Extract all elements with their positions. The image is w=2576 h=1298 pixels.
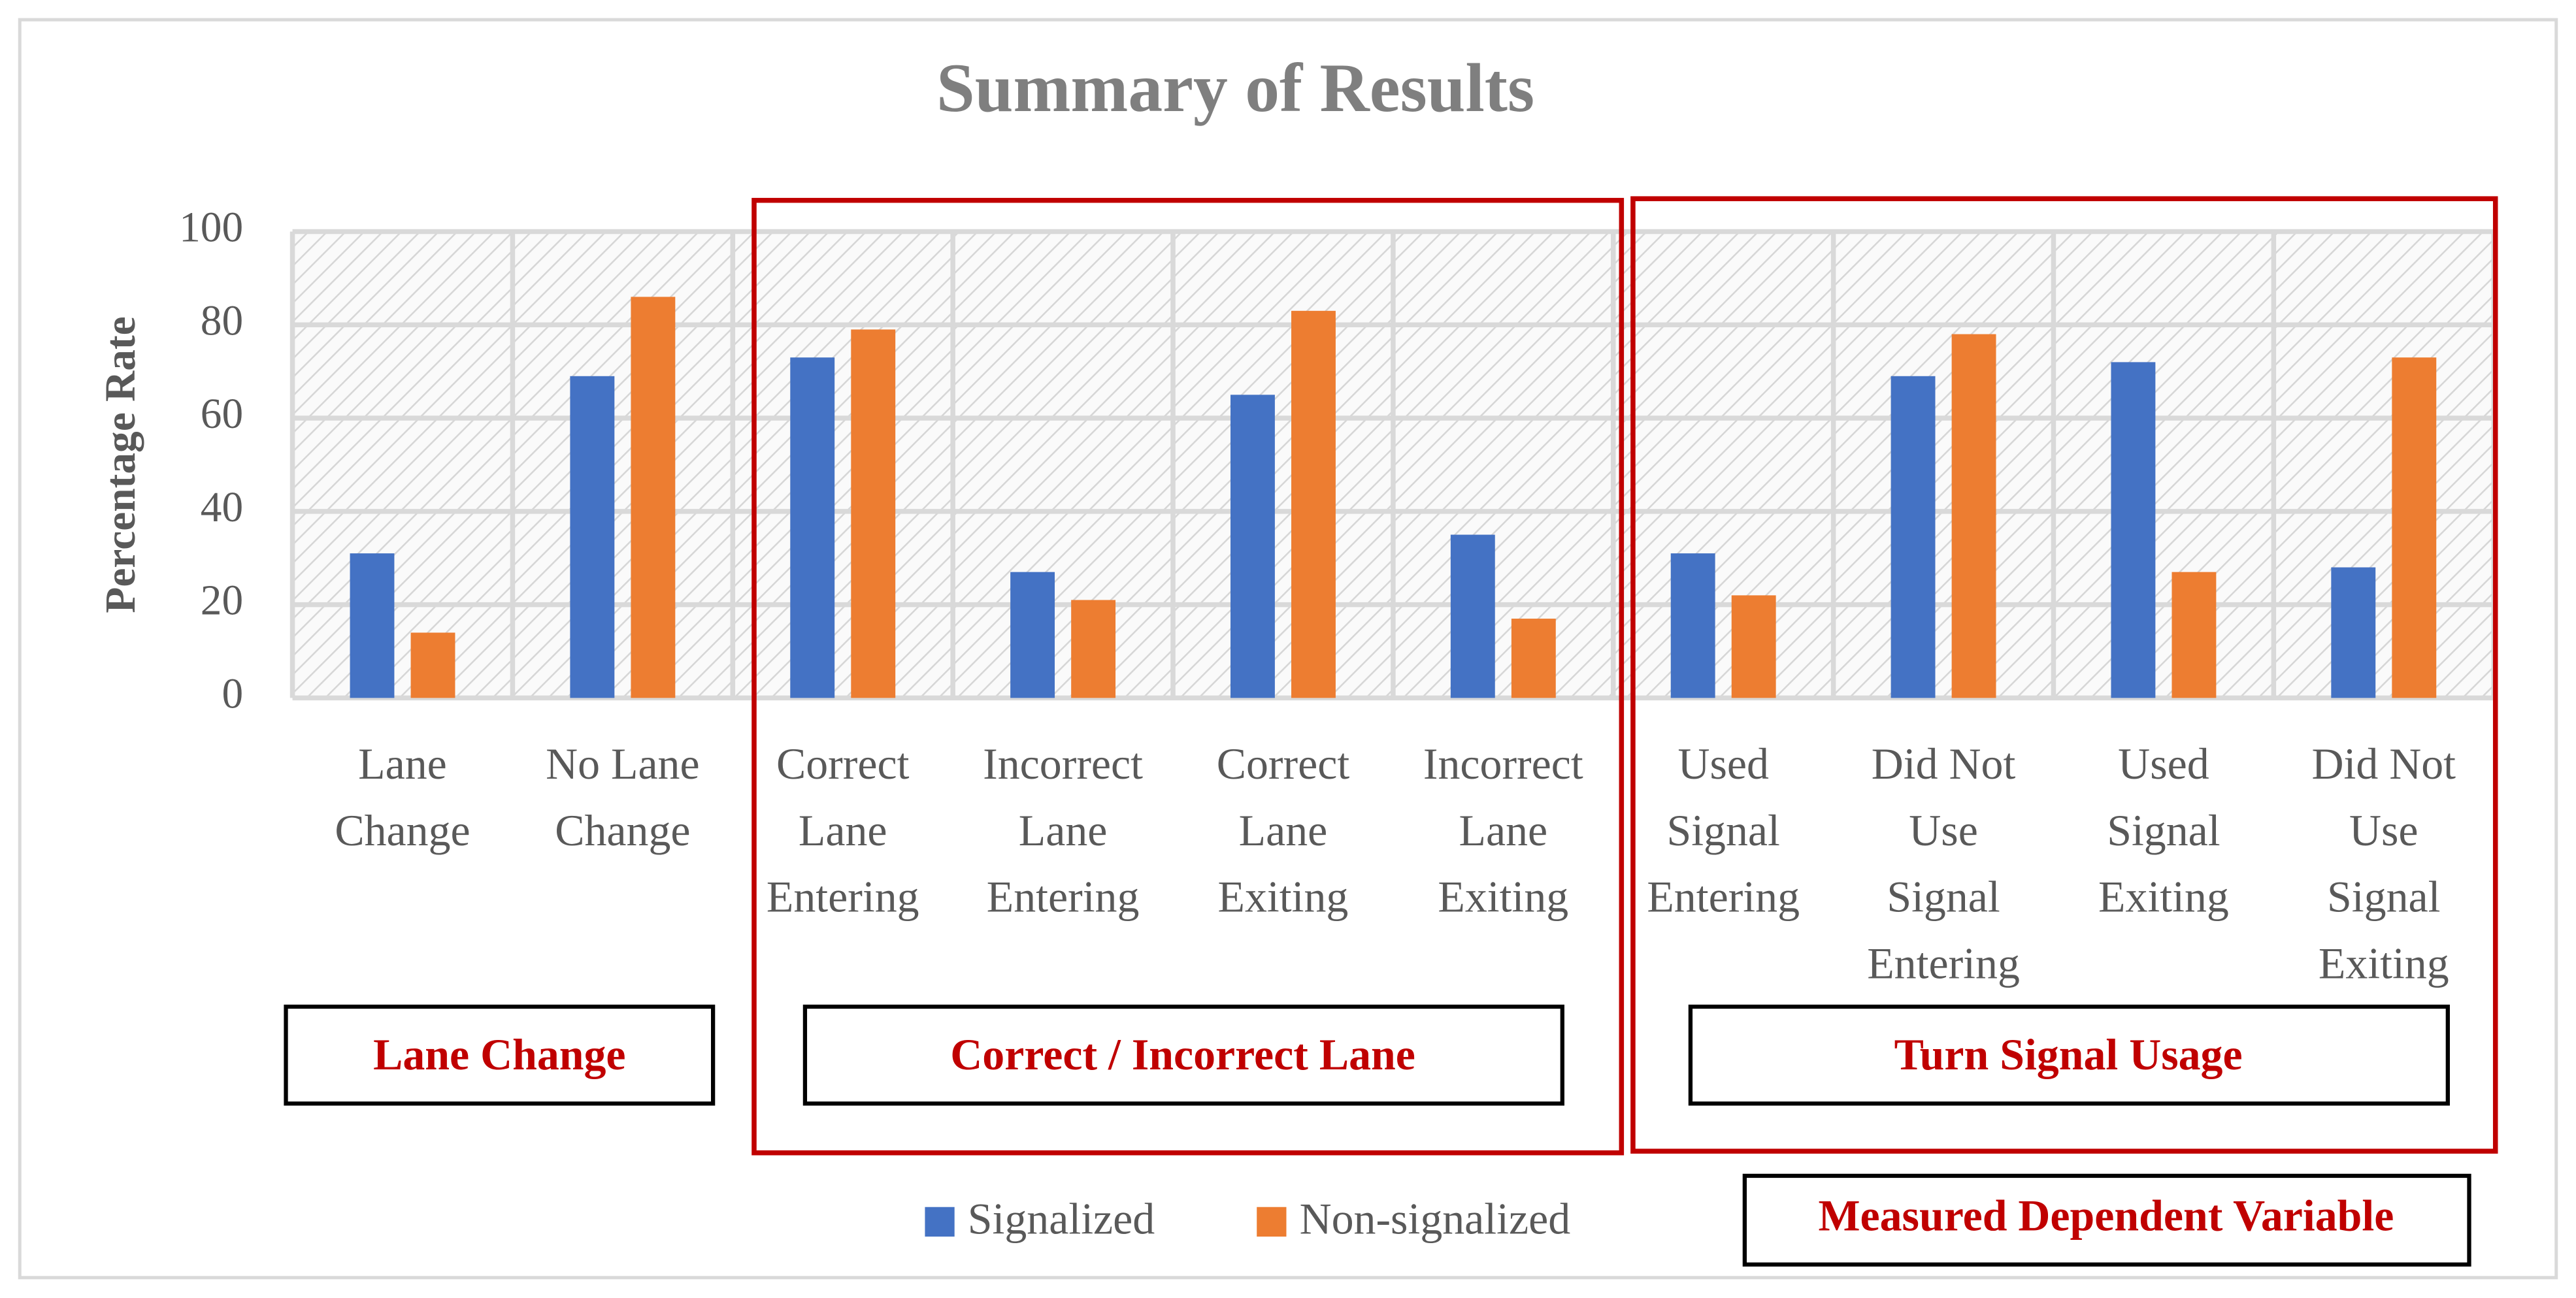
legend-label: Signalized — [968, 1194, 1155, 1243]
bar — [350, 553, 395, 698]
chart-title: Summary of Results — [936, 50, 1534, 126]
bar — [1230, 395, 1275, 698]
x-tick-label: Use — [2349, 806, 2419, 855]
y-tick-label: 0 — [222, 670, 243, 717]
x-tick-label: Entering — [1647, 873, 1800, 922]
bar — [1951, 334, 1996, 698]
x-tick-label: Correct — [1217, 739, 1350, 788]
bar — [2171, 572, 2217, 698]
x-tick-label: No Lane — [546, 739, 700, 788]
bar — [1511, 619, 1556, 698]
group-box — [1630, 196, 2498, 1154]
legend-swatch — [1257, 1207, 1287, 1237]
legend-swatch — [925, 1207, 955, 1237]
y-tick-label: 20 — [201, 577, 243, 625]
x-tick-label: Signal — [1666, 806, 1779, 855]
x-tick-label: Signal — [1887, 873, 2000, 922]
x-tick-label: Entering — [1867, 939, 2020, 988]
x-tick-label: Entering — [767, 873, 919, 922]
x-tick-label: Signal — [2107, 806, 2220, 855]
y-tick-label: 60 — [201, 391, 243, 438]
annotation-box — [1688, 1004, 2450, 1106]
bar — [570, 376, 615, 698]
annotation-box — [284, 1004, 716, 1106]
x-tick-label: Did Not — [2312, 739, 2456, 788]
x-tick-label: Change — [335, 806, 470, 855]
y-axis-label: Percentage Rate — [97, 316, 144, 613]
bar — [1891, 376, 1936, 698]
bar — [2392, 357, 2437, 698]
x-tick-label: Change — [555, 806, 690, 855]
bar — [631, 297, 676, 698]
annotation: Turn Signal Usage — [1894, 1030, 2243, 1079]
bar — [2331, 567, 2376, 698]
annotation: Lane Change — [373, 1030, 625, 1079]
y-tick-label: 100 — [179, 204, 243, 251]
bar — [2111, 362, 2156, 698]
bar — [1291, 310, 1336, 698]
bar — [1670, 553, 1715, 698]
x-tick-label: Incorrect — [1423, 739, 1583, 788]
x-tick-label: Entering — [987, 873, 1140, 922]
bar — [1450, 534, 1495, 698]
x-tick-label: Exiting — [1438, 873, 1568, 922]
x-tick-label: Use — [1909, 806, 1978, 855]
x-tick-label: Lane — [1019, 806, 1108, 855]
annotation: Measured Dependent Variable — [1818, 1191, 2394, 1240]
annotation-box — [1742, 1173, 2471, 1267]
x-tick-label: Lane — [358, 739, 447, 788]
group-box — [751, 197, 1625, 1156]
x-tick-label: Incorrect — [983, 739, 1143, 788]
bar — [1731, 595, 1776, 698]
y-tick-label: 80 — [201, 297, 243, 344]
bar — [1071, 600, 1116, 698]
x-tick-label: Lane — [1239, 806, 1328, 855]
x-tick-label: Used — [2118, 739, 2209, 788]
x-tick-label: Used — [1677, 739, 1769, 788]
x-tick-label: Signal — [2327, 873, 2440, 922]
x-tick-label: Exiting — [1218, 873, 1349, 922]
annotation-box — [802, 1004, 1564, 1106]
legend-label: Non-signalized — [1300, 1194, 1571, 1243]
x-tick-label: Correct — [776, 739, 910, 788]
bar — [851, 329, 896, 698]
x-tick-label: Exiting — [2319, 939, 2449, 988]
bar — [790, 357, 835, 698]
x-tick-label: Did Not — [1872, 739, 2016, 788]
x-tick-label: Lane — [1459, 806, 1548, 855]
x-tick-label: Lane — [799, 806, 887, 855]
annotation: Correct / Incorrect Lane — [950, 1030, 1415, 1079]
x-tick-label: Exiting — [2098, 873, 2229, 922]
bar — [410, 632, 455, 698]
bar — [1010, 572, 1055, 698]
y-tick-label: 40 — [201, 484, 243, 531]
